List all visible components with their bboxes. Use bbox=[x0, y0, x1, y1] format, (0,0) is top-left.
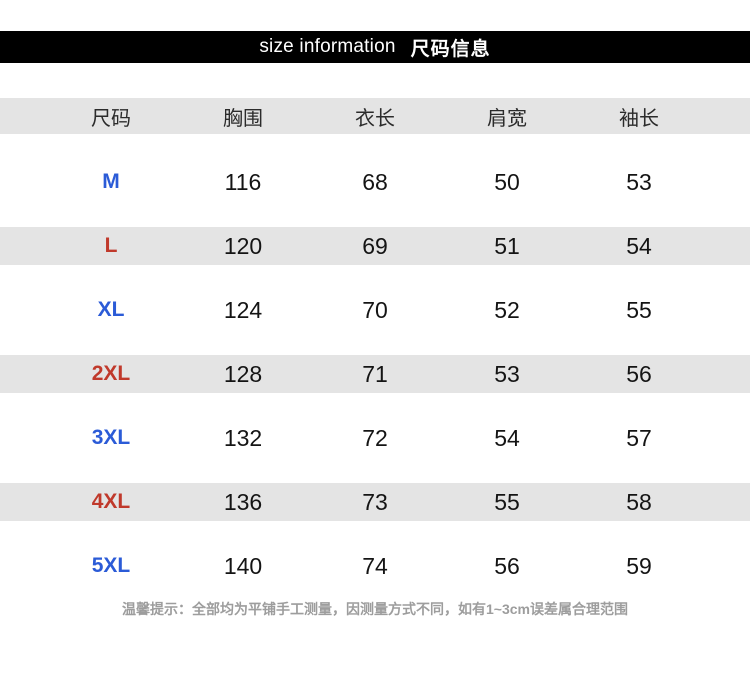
value-cell-chest: 128 bbox=[223, 360, 263, 387]
size-table: 尺码 胸围 衣长 肩宽 袖长 M 116 68 50 53 L 120 69 51 54 XL 124 70 52… bbox=[0, 98, 750, 598]
column-header-size: 尺码 bbox=[91, 107, 131, 130]
value-cell-sleeve: 59 bbox=[626, 552, 652, 579]
table-row-2xl: 2XL 128 71 53 56 bbox=[0, 342, 750, 406]
value-cell-sleeve: 53 bbox=[626, 168, 652, 195]
value-cell-sleeve: 56 bbox=[626, 360, 652, 387]
table-row-3xl: 3XL 132 72 54 57 bbox=[0, 406, 750, 470]
value-cell-shoulder: 50 bbox=[494, 168, 520, 195]
size-cell: XL bbox=[97, 298, 125, 321]
value-cell-length: 69 bbox=[362, 232, 388, 259]
value-cell-length: 71 bbox=[362, 360, 388, 387]
size-cell: 4XL bbox=[91, 490, 131, 513]
value-cell-sleeve: 57 bbox=[626, 424, 652, 451]
size-cell: 5XL bbox=[91, 554, 131, 577]
title-bar: size information 尺码信息 bbox=[0, 31, 750, 63]
table-row-l: L 120 69 51 54 bbox=[0, 214, 750, 278]
value-cell-chest: 124 bbox=[223, 296, 263, 323]
value-cell-sleeve: 55 bbox=[626, 296, 652, 323]
table-row-m: M 116 68 50 53 bbox=[0, 150, 750, 214]
column-header-shoulder: 肩宽 bbox=[487, 107, 527, 130]
size-cell: L bbox=[104, 234, 118, 257]
column-header-length: 衣长 bbox=[355, 107, 395, 130]
size-cell: 3XL bbox=[91, 426, 131, 449]
value-cell-shoulder: 53 bbox=[494, 360, 520, 387]
table-row-5xl: 5XL 140 74 56 59 bbox=[0, 534, 750, 598]
value-cell-shoulder: 56 bbox=[494, 552, 520, 579]
value-cell-length: 68 bbox=[362, 168, 388, 195]
value-cell-length: 70 bbox=[362, 296, 388, 323]
value-cell-shoulder: 54 bbox=[494, 424, 520, 451]
value-cell-shoulder: 51 bbox=[494, 232, 520, 259]
column-header-sleeve: 袖长 bbox=[619, 107, 659, 130]
column-header-chest: 胸围 bbox=[223, 107, 263, 130]
value-cell-chest: 132 bbox=[223, 424, 263, 451]
size-table-body: M 116 68 50 53 L 120 69 51 54 XL 124 70 52 55 2XL 128 71 5… bbox=[0, 150, 750, 598]
table-row-xl: XL 124 70 52 55 bbox=[0, 278, 750, 342]
value-cell-shoulder: 55 bbox=[494, 488, 520, 515]
size-cell: 2XL bbox=[91, 362, 131, 385]
value-cell-sleeve: 58 bbox=[626, 488, 652, 515]
table-row-4xl: 4XL 136 73 55 58 bbox=[0, 470, 750, 534]
value-cell-chest: 136 bbox=[223, 488, 263, 515]
value-cell-length: 72 bbox=[362, 424, 388, 451]
measurement-note: 温馨提示：全部均为平铺手工测量，因测量方式不同，如有1~3cm误差属合理范围 bbox=[122, 601, 628, 617]
table-header-row: 尺码 胸围 衣长 肩宽 袖长 bbox=[0, 98, 750, 134]
value-cell-sleeve: 54 bbox=[626, 232, 652, 259]
value-cell-chest: 140 bbox=[223, 552, 263, 579]
value-cell-length: 73 bbox=[362, 488, 388, 515]
value-cell-length: 74 bbox=[362, 552, 388, 579]
value-cell-chest: 116 bbox=[224, 168, 262, 195]
title-english: size information bbox=[259, 36, 396, 57]
size-cell: M bbox=[102, 170, 120, 193]
value-cell-chest: 120 bbox=[223, 232, 263, 259]
value-cell-shoulder: 52 bbox=[494, 296, 520, 323]
title-chinese: 尺码信息 bbox=[410, 38, 491, 60]
